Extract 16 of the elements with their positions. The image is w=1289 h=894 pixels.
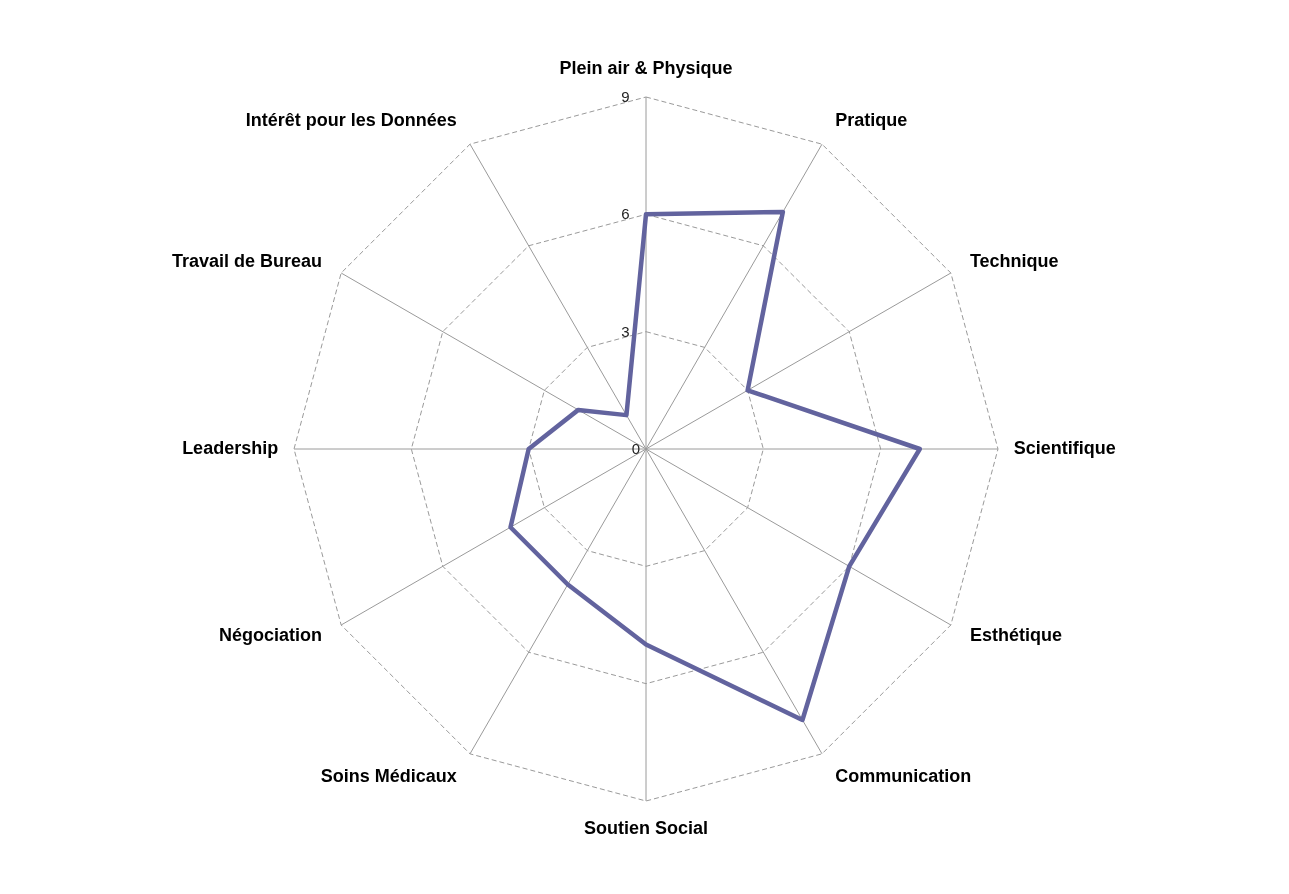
spoke-label: Plein air & Physique [559, 57, 733, 78]
spoke-label: Technique [969, 251, 1059, 271]
spoke-label: Leadership [182, 438, 279, 458]
spoke-label: Intérêt pour les Données [245, 110, 457, 131]
spoke-label: Pratique [835, 110, 908, 131]
y-tick-label: 6 [621, 205, 630, 223]
spoke-label: Esthétique [969, 625, 1062, 645]
y-tick-label: 3 [621, 322, 630, 340]
spoke-label: Travail de Bureau [172, 251, 323, 271]
spoke-label: Soutien Social [583, 818, 709, 839]
spoke-label: Communication [835, 765, 972, 786]
spoke-label: Négociation [219, 625, 323, 645]
y-tick-label: 9 [621, 88, 630, 105]
spoke-label: Scientifique [1013, 438, 1116, 458]
spoke-label: Soins Médicaux [320, 765, 457, 786]
y-tick-label: 0 [631, 440, 641, 457]
